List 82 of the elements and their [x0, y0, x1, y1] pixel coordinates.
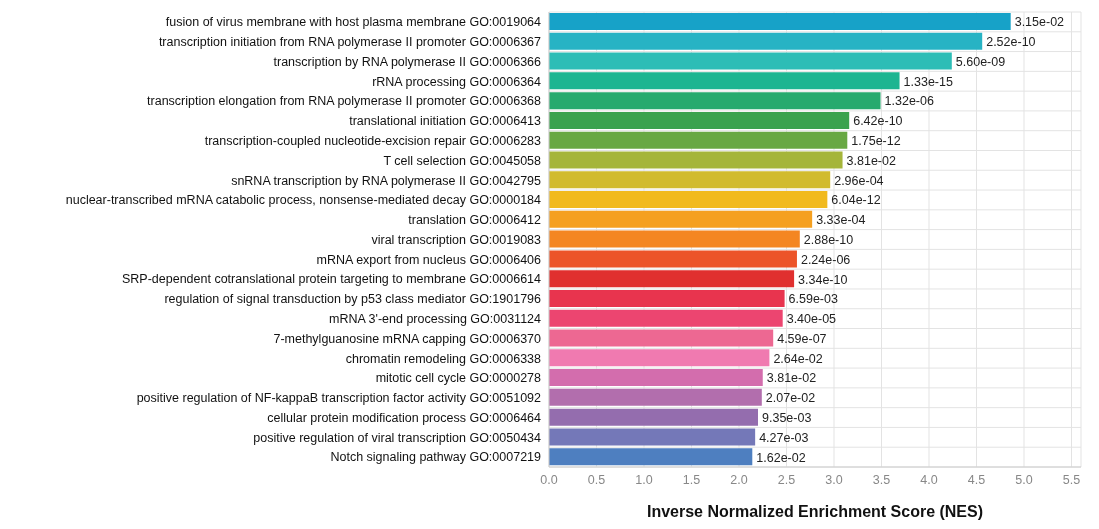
- bar: [549, 92, 881, 110]
- x-tick-label: 4.0: [920, 472, 938, 487]
- annotation: 2.96e-04: [834, 173, 884, 188]
- annotation: 4.59e-07: [777, 331, 827, 346]
- y-tick-label: viral transcription GO:0019083: [371, 232, 542, 247]
- annotation: 2.64e-02: [773, 351, 823, 366]
- bar: [549, 270, 795, 288]
- annotation: 3.15e-02: [1014, 15, 1065, 30]
- y-tick-label: SRP-dependent cotranslational protein targeting to membrane GO:0006614: [121, 272, 542, 287]
- annotation: 9.35e-03: [762, 410, 812, 425]
- y-tick-label: positive regulation of viral transcription GO:0050434: [253, 430, 542, 445]
- bar: [549, 349, 770, 367]
- bar: [549, 191, 828, 209]
- y-tick-label: mitotic cell cycle GO:0000278: [375, 371, 542, 386]
- annotation: 2.24e-06: [800, 252, 851, 267]
- bar: [549, 52, 952, 70]
- bar: [549, 369, 763, 387]
- y-tick-label: transcription-coupled nucleotide-excision repair GO:0006283: [204, 133, 542, 148]
- bar: [549, 289, 785, 307]
- bar: [549, 171, 831, 189]
- y-tick-label: nuclear-transcribed mRNA catabolic process, nonsense-mediated decay GO:0000184: [65, 193, 542, 208]
- annotation: 6.59e-03: [788, 292, 838, 307]
- x-tick-label: 3.0: [825, 472, 843, 487]
- bar: [549, 408, 758, 426]
- y-tick-label: chromatin remodeling GO:0006338: [345, 351, 542, 366]
- y-tick-label: transcription elongation from RNA polymerase II promoter GO:0006368: [147, 94, 542, 109]
- x-tick-label: 2.5: [777, 472, 796, 487]
- x-tick-label: 4.5: [967, 472, 986, 487]
- y-tick-label: 7-methylguanosine mRNA capping GO:0006370: [273, 331, 542, 346]
- bar: [549, 32, 983, 50]
- annotation: 3.34e-10: [798, 272, 848, 287]
- x-tick-label: 3.5: [872, 472, 891, 487]
- bar: [549, 111, 850, 129]
- annotation: 6.04e-12: [831, 193, 881, 208]
- y-tick-label: positive regulation of NF-kappaB transcription factor activity GO:0051092: [136, 391, 542, 406]
- y-tick-label: translation GO:0006412: [408, 213, 542, 228]
- annotation: 2.07e-02: [765, 391, 816, 406]
- bar: [549, 72, 900, 90]
- annotation: 3.40e-05: [786, 312, 837, 327]
- annotation: 1.75e-12: [851, 134, 901, 149]
- y-tick-label: rRNA processing GO:0006364: [372, 74, 542, 89]
- bar: [549, 329, 774, 347]
- bar: [549, 250, 797, 268]
- bar: [549, 428, 756, 446]
- x-tick-label: 2.0: [730, 472, 748, 487]
- y-tick-label: regulation of signal transduction by p53 class mediator GO:1901796: [164, 292, 542, 307]
- y-tick-label: cellular protein modification process GO:0006464: [267, 410, 542, 425]
- x-tick-label: 1.5: [682, 472, 701, 487]
- y-tick-label: transcription by RNA polymerase II GO:0006366: [273, 54, 542, 69]
- x-tick-label: 0.0: [540, 472, 558, 487]
- annotation: 1.32e-06: [884, 94, 934, 109]
- y-tick-label: mRNA 3'-end processing GO:0031124: [329, 312, 542, 327]
- x-tick-label: 1.0: [635, 472, 653, 487]
- annotation: 1.33e-15: [903, 74, 953, 89]
- x-axis-title: Inverse Normalized Enrichment Score (NES): [646, 503, 984, 520]
- x-tick-label: 0.5: [587, 472, 606, 487]
- y-tick-label: Notch signaling pathway GO:0007219: [330, 450, 542, 465]
- bar: [549, 131, 848, 149]
- annotation: 4.27e-03: [759, 430, 809, 445]
- y-tick-label: snRNA transcription by RNA polymerase II GO:0042795: [231, 173, 542, 188]
- annotation: 3.81e-02: [846, 153, 896, 168]
- bar: [549, 230, 800, 248]
- bar: [549, 13, 1011, 30]
- annotation: 3.81e-02: [766, 371, 817, 386]
- x-tick-label: 5.0: [1015, 472, 1033, 487]
- annotation: 1.62e-02: [756, 450, 806, 465]
- x-tick-label: 5.5: [1062, 472, 1081, 487]
- annotation: 2.52e-10: [986, 35, 1036, 50]
- bar: [549, 448, 753, 466]
- y-tick-label: fusion of virus membrane with host plasma membrane GO:0019064: [165, 15, 542, 30]
- annotation: 6.42e-10: [853, 114, 903, 129]
- annotation: 2.88e-10: [803, 232, 854, 247]
- bar: [549, 388, 762, 406]
- y-tick-label: translational initiation GO:0006413: [349, 114, 542, 129]
- bar: [549, 151, 843, 169]
- bar: [549, 309, 783, 327]
- y-tick-label: T cell selection GO:0045058: [383, 153, 542, 168]
- annotation: 5.60e-09: [955, 54, 1006, 69]
- bar: [549, 210, 813, 228]
- annotation: 3.33e-04: [816, 213, 866, 228]
- y-tick-label: transcription initiation from RNA polymerase II promoter GO:0006367: [158, 35, 542, 50]
- y-tick-label: mRNA export from nucleus GO:0006406: [316, 252, 542, 267]
